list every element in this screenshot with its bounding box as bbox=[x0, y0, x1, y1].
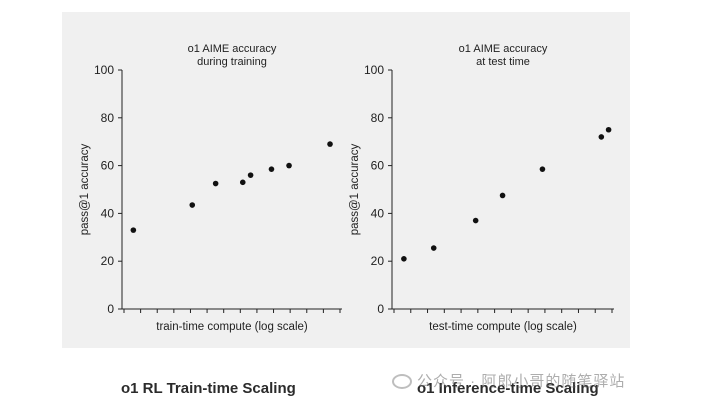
figure-panel bbox=[62, 12, 630, 348]
train-title-line: during training bbox=[197, 56, 267, 68]
test-ytick-label: 60 bbox=[371, 159, 385, 173]
test-data-point bbox=[499, 192, 506, 199]
train-ytick-label: 40 bbox=[101, 206, 115, 220]
train-ytick-label: 0 bbox=[107, 302, 114, 316]
test-data-point bbox=[430, 245, 437, 251]
test-ytick-label: 20 bbox=[371, 254, 385, 268]
test-data-point bbox=[598, 134, 605, 140]
test-title-line: o1 AIME accuracy bbox=[459, 43, 548, 55]
caption-inference-time: o1 Inference-time Scaling bbox=[417, 380, 599, 397]
test-x-axis-label: test-time compute (log scale) bbox=[429, 321, 577, 333]
test-y-axis-label: pass@1 accuracy bbox=[349, 143, 361, 235]
test-title-line: at test time bbox=[476, 56, 530, 68]
wechat-icon bbox=[392, 374, 412, 389]
test-ytick-label: 40 bbox=[371, 206, 385, 220]
watermark: 公众号 · 阿郎小哥的随笔驿站 bbox=[392, 370, 625, 391]
train-ytick-label: 60 bbox=[101, 159, 115, 173]
train-data-point bbox=[286, 162, 292, 169]
train-y-axis-label: pass@1 accuracy bbox=[79, 143, 91, 235]
caption-train-time: o1 RL Train-time Scaling bbox=[121, 380, 296, 397]
test-data-point bbox=[605, 126, 612, 133]
train-data-point bbox=[212, 180, 219, 187]
test-ytick-label: 80 bbox=[371, 111, 385, 125]
train-data-point bbox=[327, 141, 333, 147]
train-data-point bbox=[130, 227, 137, 233]
test-data-point bbox=[472, 217, 479, 224]
test-data-point bbox=[401, 256, 407, 262]
test-ytick-label: 0 bbox=[377, 302, 384, 316]
train-ytick-label: 100 bbox=[94, 63, 114, 77]
test-data-point bbox=[539, 166, 546, 172]
test-ytick-label: 100 bbox=[364, 63, 384, 77]
train-title-line: o1 AIME accuracy bbox=[188, 43, 277, 55]
train-data-point bbox=[189, 202, 196, 208]
train-data-point bbox=[247, 172, 254, 178]
train-x-axis-label: train-time compute (log scale) bbox=[156, 321, 308, 333]
train-data-point bbox=[268, 166, 275, 172]
train-ytick-label: 20 bbox=[101, 254, 115, 268]
train-ytick-label: 80 bbox=[101, 111, 115, 125]
watermark-text: 公众号 · 阿郎小哥的随笔驿站 bbox=[417, 373, 626, 390]
train-data-point bbox=[239, 179, 246, 186]
